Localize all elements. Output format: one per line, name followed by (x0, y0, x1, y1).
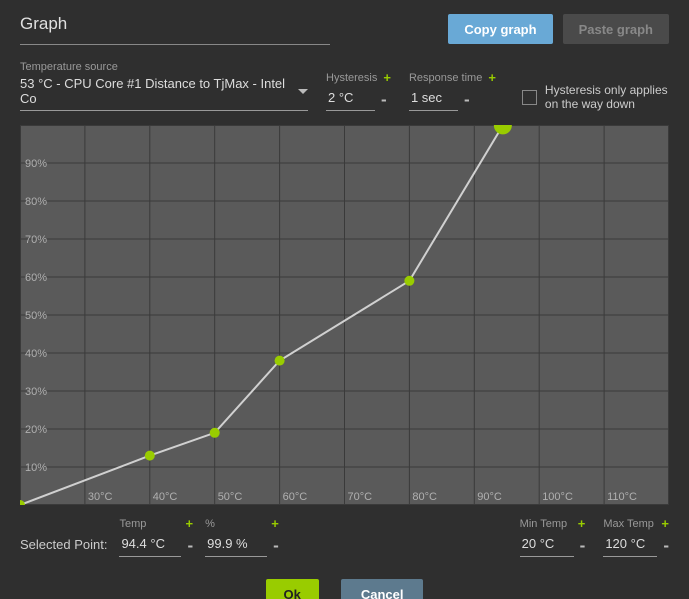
temperature-source-select[interactable]: 53 °C - CPU Core #1 Distance to TjMax - … (20, 76, 308, 111)
max-temp-field: Max Temp + 120 °C- (603, 517, 669, 557)
chevron-down-icon (298, 89, 308, 94)
svg-text:80%: 80% (25, 196, 47, 208)
svg-text:40°C: 40°C (153, 491, 178, 503)
minus-icon[interactable]: - (187, 537, 193, 554)
minus-icon[interactable]: - (663, 537, 669, 554)
minus-icon[interactable]: - (464, 91, 470, 108)
svg-text:60%: 60% (25, 272, 47, 284)
cancel-button[interactable]: Cancel (341, 579, 424, 599)
selected-temp-input[interactable]: 94.4 °C (119, 533, 181, 557)
minus-icon[interactable]: - (273, 537, 279, 554)
svg-text:80°C: 80°C (412, 491, 437, 503)
hysteresis-checkbox-label: Hysteresis only applies on the way down (545, 83, 668, 111)
selected-pct-label: % (205, 518, 215, 530)
response-time-label: Response time (409, 72, 482, 84)
hysteresis-field: Hysteresis + 2 °C- (326, 71, 391, 111)
svg-text:60°C: 60°C (283, 491, 308, 503)
plus-icon[interactable]: + (186, 517, 194, 530)
svg-text:90%: 90% (25, 158, 47, 170)
paste-graph-button[interactable]: Paste graph (563, 14, 669, 44)
selected-pct-field: % + 99.9 %- (205, 517, 279, 557)
svg-text:70%: 70% (25, 234, 47, 246)
selected-temp-label: Temp (119, 518, 146, 530)
svg-text:40%: 40% (25, 348, 47, 360)
hysteresis-checkbox[interactable] (522, 90, 537, 105)
min-temp-label: Min Temp (520, 518, 567, 530)
temperature-source-value: 53 °C - CPU Core #1 Distance to TjMax - … (20, 76, 288, 106)
min-temp-field: Min Temp + 20 °C- (520, 517, 586, 557)
minus-icon[interactable]: - (580, 537, 586, 554)
hysteresis-label: Hysteresis (326, 72, 377, 84)
svg-text:10%: 10% (25, 462, 47, 474)
svg-text:110°C: 110°C (607, 491, 637, 503)
page-title: Graph (20, 14, 330, 45)
plus-icon[interactable]: + (383, 71, 391, 84)
min-temp-input[interactable]: 20 °C (520, 533, 574, 557)
selected-temp-field: Temp + 94.4 °C- (119, 517, 193, 557)
selected-point-label: Selected Point: (20, 537, 107, 552)
graph-chart[interactable]: 10% 20% 30% 40% 50% 60% 70% 80% 90% 30°C 40°C 50°C 6… (20, 125, 669, 505)
response-time-input[interactable]: 1 sec (409, 87, 458, 111)
plus-icon[interactable]: + (661, 517, 669, 530)
svg-text:50°C: 50°C (218, 491, 243, 503)
ok-button[interactable]: Ok (266, 579, 319, 599)
max-temp-input[interactable]: 120 °C (603, 533, 657, 557)
hysteresis-checkbox-row: Hysteresis only applies on the way down (522, 83, 668, 111)
temperature-source-label: Temperature source (20, 61, 118, 73)
svg-text:30°C: 30°C (88, 491, 113, 503)
minus-icon[interactable]: - (381, 91, 387, 108)
copy-graph-button[interactable]: Copy graph (448, 14, 552, 44)
response-time-field: Response time + 1 sec- (409, 71, 496, 111)
svg-text:70°C: 70°C (348, 491, 373, 503)
svg-text:20%: 20% (25, 424, 47, 436)
svg-text:100°C: 100°C (542, 491, 573, 503)
plus-icon[interactable]: + (578, 517, 586, 530)
hysteresis-input[interactable]: 2 °C (326, 87, 375, 111)
plus-icon[interactable]: + (488, 71, 496, 84)
selected-pct-input[interactable]: 99.9 % (205, 533, 267, 557)
svg-text:30%: 30% (25, 386, 47, 398)
svg-text:90°C: 90°C (477, 491, 502, 503)
plus-icon[interactable]: + (271, 517, 279, 530)
max-temp-label: Max Temp (603, 518, 654, 530)
svg-text:50%: 50% (25, 310, 47, 322)
temperature-source-field: Temperature source 53 °C - CPU Core #1 D… (20, 61, 308, 111)
